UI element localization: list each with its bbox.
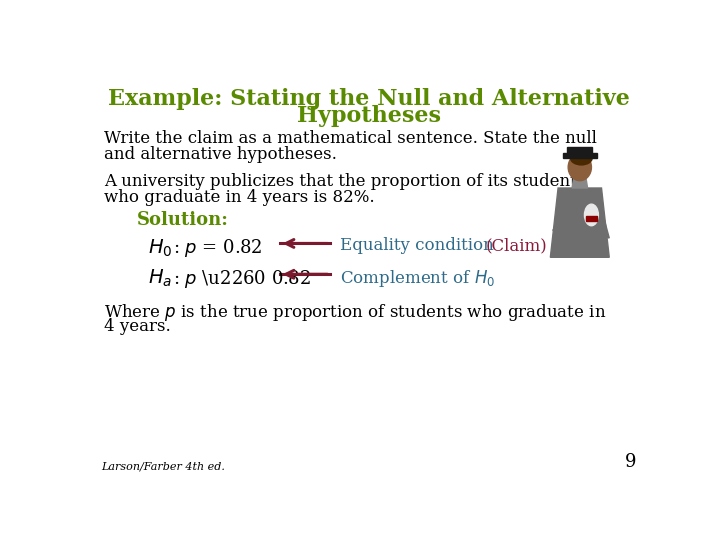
Text: : $p$ = 0.82: : $p$ = 0.82 bbox=[173, 237, 262, 259]
Text: Solution:: Solution: bbox=[137, 211, 228, 229]
Text: Where $p$ is the true proportion of students who graduate in: Where $p$ is the true proportion of stud… bbox=[104, 302, 606, 323]
Text: 9: 9 bbox=[625, 454, 636, 471]
Polygon shape bbox=[572, 178, 588, 188]
Ellipse shape bbox=[570, 151, 593, 165]
Text: and alternative hypotheses.: and alternative hypotheses. bbox=[104, 146, 337, 164]
Text: Write the claim as a mathematical sentence. State the null: Write the claim as a mathematical senten… bbox=[104, 130, 597, 147]
Ellipse shape bbox=[568, 154, 591, 181]
Text: who graduate in 4 years is 82%.: who graduate in 4 years is 82%. bbox=[104, 189, 374, 206]
Text: Larson/Farber 4th ed.: Larson/Farber 4th ed. bbox=[102, 461, 225, 471]
Text: $H_0$: $H_0$ bbox=[148, 237, 173, 259]
Ellipse shape bbox=[585, 204, 598, 226]
FancyBboxPatch shape bbox=[567, 147, 593, 153]
Text: Equality condition: Equality condition bbox=[340, 237, 493, 254]
Text: $H_a$: $H_a$ bbox=[148, 268, 172, 289]
Polygon shape bbox=[584, 207, 609, 238]
FancyBboxPatch shape bbox=[586, 217, 597, 221]
Text: Example: Stating the Null and Alternative: Example: Stating the Null and Alternativ… bbox=[108, 88, 630, 110]
Polygon shape bbox=[550, 188, 609, 257]
Text: : $p$ \u2260 0.82: : $p$ \u2260 0.82 bbox=[173, 268, 310, 290]
Text: Complement of $H_0$: Complement of $H_0$ bbox=[340, 268, 495, 289]
Text: Hypotheses: Hypotheses bbox=[297, 105, 441, 127]
Polygon shape bbox=[553, 211, 584, 231]
Text: A university publicizes that the proportion of its students: A university publicizes that the proport… bbox=[104, 173, 585, 190]
FancyBboxPatch shape bbox=[563, 153, 597, 158]
Text: (Claim): (Claim) bbox=[485, 237, 547, 254]
Text: 4 years.: 4 years. bbox=[104, 318, 171, 335]
